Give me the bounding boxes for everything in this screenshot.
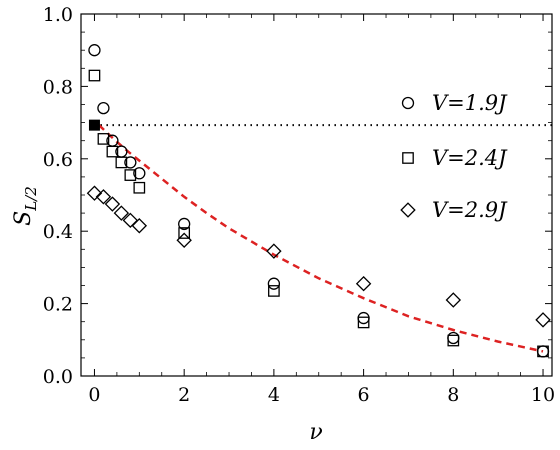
circle-data-point — [357, 311, 370, 325]
diamond-data-point — [122, 212, 139, 229]
square-data-point — [447, 334, 460, 347]
fit-curve — [98, 124, 544, 353]
circle-data-point — [133, 167, 146, 180]
circle-data-point — [97, 101, 110, 115]
filled-point-marker — [88, 119, 100, 131]
data-markers — [86, 44, 551, 358]
axis-tick-labels: 0 2 4 6 8 10 0.0 0.2 0.4 0.6 0.8 1.0 — [43, 4, 555, 406]
circle-data-point — [267, 277, 281, 290]
legend-circle-marker — [401, 96, 415, 110]
legend-label: V=2.9J — [432, 198, 508, 222]
x-tick-label: 4 — [268, 384, 280, 406]
square-data-point — [97, 133, 110, 145]
x-axis-title: ν — [309, 420, 322, 445]
legend-label: V=1.9J — [432, 91, 508, 115]
y-axis-title: SL/2 — [11, 186, 40, 226]
square-data-point — [357, 316, 370, 329]
square-data-point — [124, 169, 137, 181]
square-data-point — [178, 227, 191, 239]
x-tick-label: 10 — [531, 384, 555, 406]
square-data-point — [106, 145, 119, 158]
diamond-data-point — [95, 189, 112, 205]
y-tick-label: 1.0 — [43, 4, 73, 26]
y-tick-label: 0.0 — [43, 366, 73, 388]
square-data-point — [88, 69, 101, 82]
square-data-point — [537, 345, 549, 358]
diamond-data-point — [113, 205, 130, 221]
x-tick-label: 2 — [178, 384, 190, 406]
y-tick-label: 0.2 — [43, 294, 73, 316]
x-tick-label: 0 — [88, 384, 100, 406]
circle-data-point — [447, 331, 460, 345]
legend-square-marker — [402, 152, 414, 164]
circle-data-point — [88, 44, 101, 57]
y-tick-label: 0.4 — [43, 221, 73, 243]
circle-data-point — [536, 345, 550, 358]
diamond-data-point — [535, 312, 551, 328]
diamond-data-point — [86, 185, 103, 201]
diamond-data-point — [104, 196, 121, 212]
y-axis-title-main: S — [11, 211, 36, 226]
y-axis-title-sub: L/2 — [22, 186, 40, 212]
axis-ticks — [81, 13, 552, 377]
x-tick-label: 8 — [447, 384, 459, 406]
legend-label: V=2.4J — [432, 146, 508, 170]
diamond-data-point — [176, 232, 192, 248]
plot-frame — [80, 13, 553, 377]
circle-data-point — [124, 156, 137, 169]
square-data-point — [133, 181, 146, 194]
square-data-point — [115, 156, 128, 169]
y-tick-label: 0.8 — [43, 76, 73, 98]
legend-diamond-marker — [400, 202, 416, 218]
diamond-data-point — [445, 292, 462, 308]
diamond-data-point — [131, 218, 148, 234]
diamond-data-point — [266, 243, 282, 259]
circle-data-point — [178, 217, 191, 231]
x-tick-label: 6 — [358, 384, 370, 406]
square-data-point — [268, 285, 280, 297]
y-tick-label: 0.6 — [43, 149, 73, 171]
diamond-data-point — [355, 275, 372, 292]
legend: V=1.9J V=2.4J V=2.9J — [400, 91, 508, 222]
